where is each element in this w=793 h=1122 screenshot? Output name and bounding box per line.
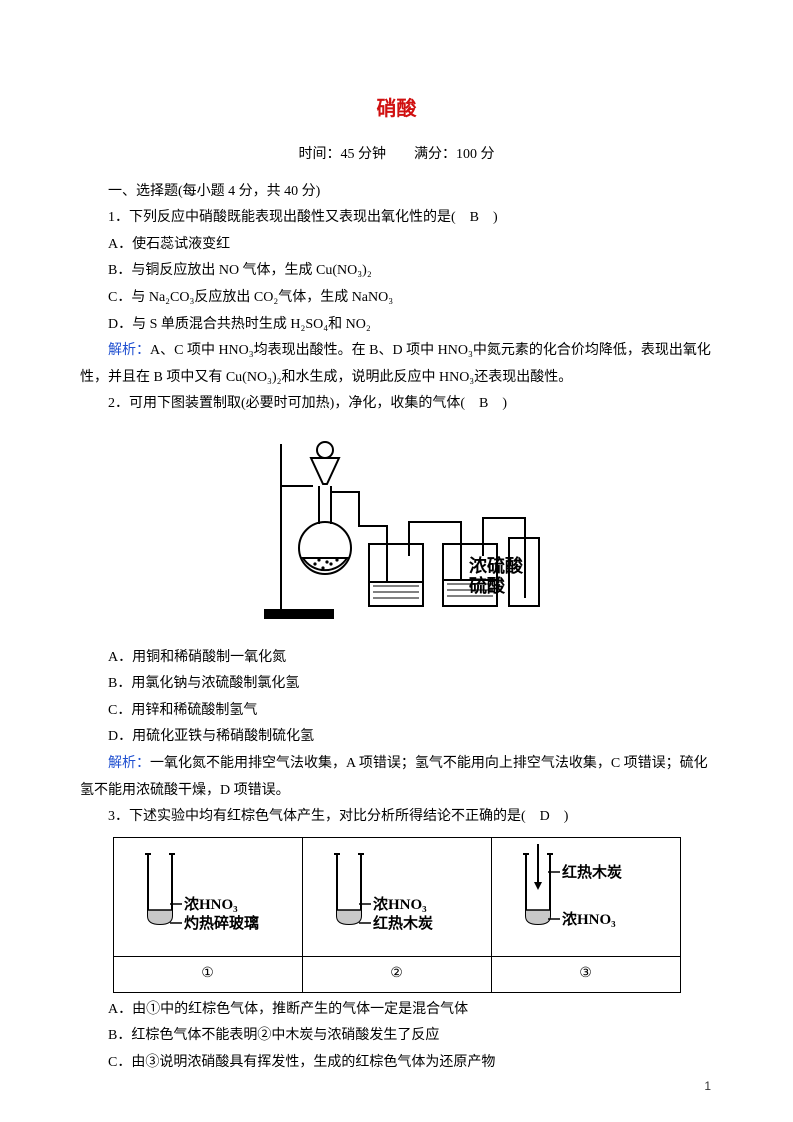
q2-diagram: 浓硫酸 硫酸 <box>80 426 713 637</box>
q2-stem: 2．可用下图装置制取(必要时可加热)，净化，收集的气体( B ) <box>80 391 713 418</box>
q1-option-c: C．与 Na₂CO₃反应放出 CO₂气体，生成 NaNO₃ <box>80 285 713 312</box>
q2-option-d: D．用硫化亚铁与稀硝酸制硫化氢 <box>80 724 713 751</box>
q3-cell-2: 浓HNO₃红热木炭 <box>302 837 491 957</box>
q1-analysis: 解析：A、C 项中 HNO₃均表现出酸性。在 B、D 项中 HNO₃中氮元素的化… <box>80 338 713 391</box>
svg-text:硫酸: 硫酸 <box>469 575 506 596</box>
svg-text:浓HNO₃: 浓HNO₃ <box>562 911 616 928</box>
analysis-label: 解析： <box>108 343 150 358</box>
q1-option-d: D．与 S 单质混合共热时生成 H₂SO₄和 NO₂ <box>80 312 713 339</box>
time-label: 时间： <box>299 147 341 162</box>
q3-label-2: ② <box>302 957 491 993</box>
q3-cell-1: 浓HNO₃灼热碎玻璃 <box>113 837 302 957</box>
title-text: 硝酸 <box>377 98 417 120</box>
q2-analysis-text: 一氧化氮不能用排空气法收集，A 项错误；氢气不能用向上排空气法收集，C 项错误；… <box>80 756 708 798</box>
q3-option-a: A．由①中的红棕色气体，推断产生的气体一定是混合气体 <box>80 997 713 1024</box>
q3-option-c: C．由③说明浓硝酸具有挥发性，生成的红棕色气体为还原产物 <box>80 1050 713 1077</box>
page-title: 硝酸 <box>80 90 713 128</box>
q1-option-b: B．与铜反应放出 NO 气体，生成 Cu(NO₃)₂ <box>80 258 713 285</box>
exam-meta: 时间：45 分钟 满分：100 分 <box>80 142 713 169</box>
q3-option-b: B．红棕色气体不能表明②中木炭与浓硝酸发生了反应 <box>80 1023 713 1050</box>
svg-text:浓HNO₃: 浓HNO₃ <box>373 896 427 913</box>
time-value: 45 分钟 <box>341 147 387 162</box>
section-heading: 一、选择题(每小题 4 分，共 40 分) <box>80 179 713 206</box>
q2-option-a: A．用铜和稀硝酸制一氧化氮 <box>80 645 713 672</box>
svg-text:红热木炭: 红热木炭 <box>373 914 433 932</box>
q3-cell-3: 红热木炭浓HNO₃ <box>491 837 680 957</box>
q1-analysis-text: A、C 项中 HNO₃均表现出酸性。在 B、D 项中 HNO₃中氮元素的化合价均… <box>80 343 711 385</box>
apparatus-svg: 浓硫酸 硫酸 <box>247 426 547 626</box>
q1-option-a: A．使石蕊试液变红 <box>80 232 713 259</box>
page-number: 1 <box>704 1075 711 1098</box>
svg-text:红热木炭: 红热木炭 <box>562 863 622 881</box>
svg-text:灼热碎玻璃: 灼热碎玻璃 <box>184 914 259 932</box>
svg-text:浓HNO₃: 浓HNO₃ <box>184 896 238 913</box>
q3-label-3: ③ <box>491 957 680 993</box>
q2-analysis: 解析：一氧化氮不能用排空气法收集，A 项错误；氢气不能用向上排空气法收集，C 项… <box>80 751 713 804</box>
meta-gap <box>386 147 414 162</box>
analysis-label: 解析： <box>108 756 150 771</box>
score-label: 满分： <box>414 147 456 162</box>
q3-label-1: ① <box>113 957 302 993</box>
q2-option-c: C．用锌和稀硫酸制氢气 <box>80 698 713 725</box>
q3-stem: 3．下述实验中均有红棕色气体产生，对比分析所得结论不正确的是( D ) <box>80 804 713 831</box>
score-value: 100 分 <box>456 147 495 162</box>
q2-option-b: B．用氯化钠与浓硫酸制氯化氢 <box>80 671 713 698</box>
q1-stem: 1．下列反应中硝酸既能表现出酸性又表现出氧化性的是( B ) <box>80 205 713 232</box>
acid-label: 浓硫酸 <box>469 555 524 576</box>
q3-experiment-table: 浓HNO₃灼热碎玻璃 浓HNO₃红热木炭 红热木炭浓HNO₃ ① ② ③ <box>113 837 681 993</box>
